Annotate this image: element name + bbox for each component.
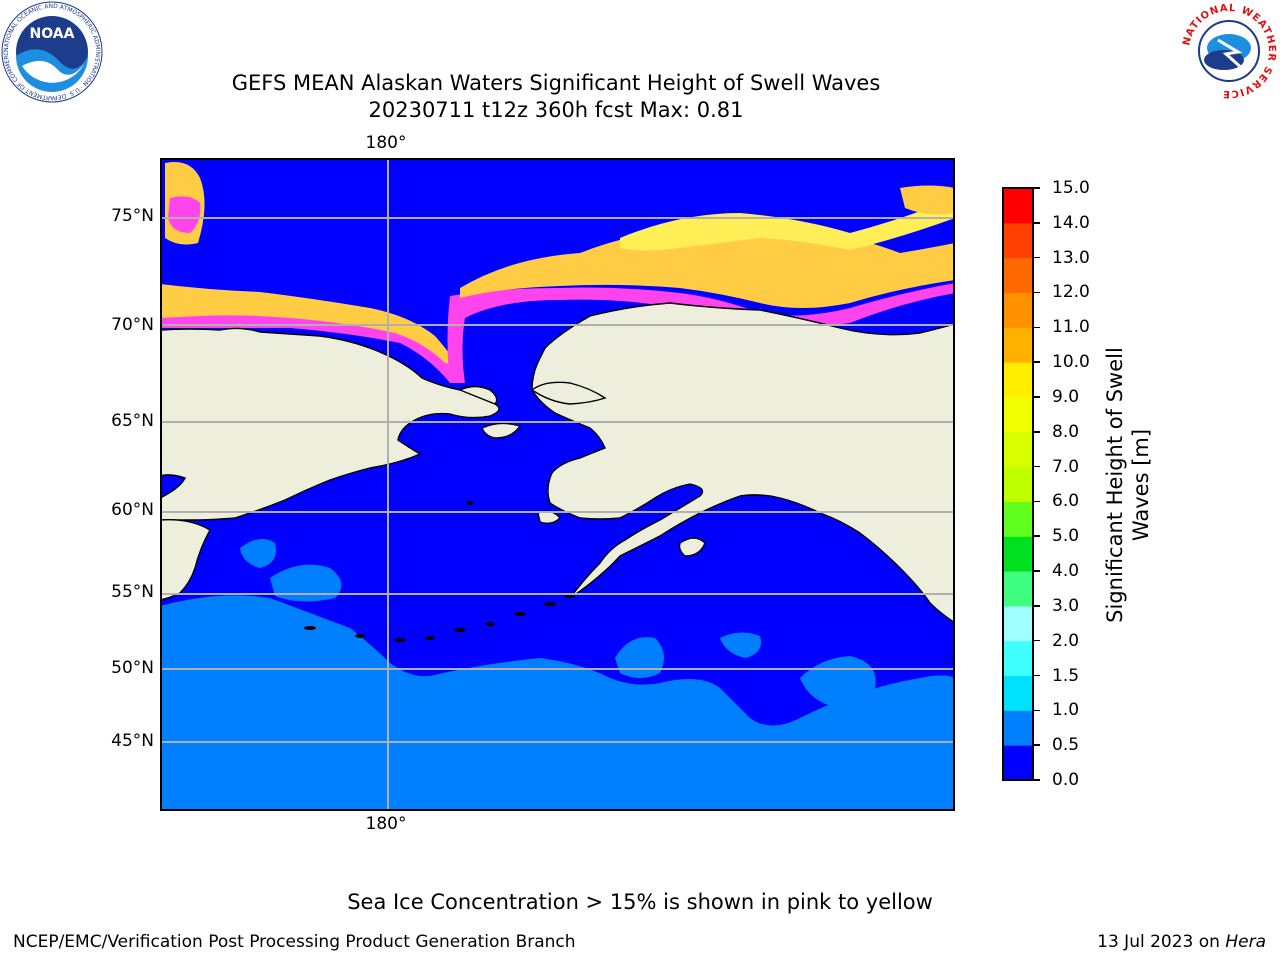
colorbar-tick-label: 13.0 (1052, 248, 1090, 268)
noaa-logo-text: NOAA (30, 26, 75, 42)
footer-credit: NCEP/EMC/Verification Post Processing Pr… (13, 932, 576, 952)
lat-label-75: 75°N (60, 206, 154, 226)
colorbar (1000, 186, 1040, 782)
colorbar-tick-label: 9.0 (1052, 387, 1079, 407)
footer-host: Hera (1225, 932, 1266, 952)
lat-label-50: 50°N (60, 658, 154, 678)
colorbar-bin-1.5-2 (1003, 641, 1033, 676)
colorbar-tick-mark (1033, 431, 1040, 433)
colorbar-bin-3-4 (1003, 571, 1033, 606)
colorbar-bin-7-8 (1003, 432, 1033, 467)
colorbar-tick-mark (1033, 640, 1040, 642)
sea-ice-note: Sea Ice Concentration > 15% is shown in … (0, 890, 1280, 914)
colorbar-tick-mark (1033, 501, 1040, 503)
colorbar-bin-4-5 (1003, 536, 1033, 571)
colorbar-tick-mark (1033, 744, 1040, 746)
lat-label-65: 65°N (60, 411, 154, 431)
colorbar-tick-label: 1.0 (1052, 700, 1079, 720)
lon-label-top: 180° (356, 133, 416, 153)
colorbar-tick-mark (1033, 570, 1040, 572)
colorbar-tick-label: 0.0 (1052, 770, 1079, 790)
colorbar-bin-10-11 (1003, 327, 1033, 362)
colorbar-tick-mark (1033, 327, 1040, 329)
colorbar-label-line1: Significant Height of Swell (1102, 325, 1128, 645)
colorbar-tick-mark (1033, 257, 1040, 259)
colorbar-tick-label: 12.0 (1052, 282, 1090, 302)
nws-logo: NATIONAL WEATHER SERVICE (1178, 0, 1280, 102)
colorbar-bin-6-7 (1003, 467, 1033, 502)
colorbar-tick-label: 4.0 (1052, 561, 1079, 581)
lat-label-70: 70°N (60, 315, 154, 335)
colorbar-tick-label: 8.0 (1052, 422, 1079, 442)
colorbar-tick-label: 10.0 (1052, 352, 1090, 372)
colorbar-tick-label: 2.0 (1052, 631, 1079, 651)
colorbar-tick-label: 1.5 (1052, 666, 1079, 686)
colorbar-bins (1003, 188, 1033, 781)
colorbar-bin-14-15 (1003, 188, 1033, 223)
colorbar-tick-mark (1033, 779, 1040, 781)
colorbar-tick-label: 11.0 (1052, 317, 1090, 337)
colorbar-tick-mark (1033, 361, 1040, 363)
colorbar-bin-2-3 (1003, 606, 1033, 641)
lat-label-60: 60°N (60, 500, 154, 520)
colorbar-tick-mark (1033, 535, 1040, 537)
colorbar-bin-0-0.5 (1003, 745, 1033, 780)
lon-label-bottom: 180° (356, 814, 416, 834)
chart-subtitle: 20230711 t12z 360h fcst Max: 0.81 (0, 97, 1112, 123)
colorbar-tick-label: 3.0 (1052, 596, 1079, 616)
colorbar-bin-11-12 (1003, 292, 1033, 327)
colorbar-bin-12-13 (1003, 258, 1033, 293)
colorbar-tick-mark (1033, 222, 1040, 224)
footer-date-text: 13 Jul 2023 on (1097, 932, 1225, 952)
colorbar-tick-label: 14.0 (1052, 213, 1090, 233)
colorbar-bin-13-14 (1003, 223, 1033, 258)
colorbar-bin-1-1.5 (1003, 676, 1033, 711)
colorbar-bin-5-6 (1003, 501, 1033, 536)
colorbar-tick-mark (1033, 605, 1040, 607)
colorbar-tick-mark (1033, 466, 1040, 468)
footer-date: 13 Jul 2023 on Hera (1097, 932, 1266, 952)
colorbar-bin-0.5-1 (1003, 710, 1033, 745)
lat-label-55: 55°N (60, 582, 154, 602)
colorbar-bin-9-10 (1003, 362, 1033, 397)
colorbar-tick-label: 5.0 (1052, 526, 1079, 546)
colorbar-tick-mark (1033, 187, 1040, 189)
chart-title: GEFS MEAN Alaskan Waters Significant Hei… (0, 70, 1112, 96)
colorbar-tick-label: 0.5 (1052, 735, 1079, 755)
colorbar-tick-mark (1033, 710, 1040, 712)
colorbar-label: Significant Height of Swell Waves [m] (1102, 325, 1154, 645)
colorbar-tick-label: 15.0 (1052, 178, 1090, 198)
colorbar-tick-label: 7.0 (1052, 457, 1079, 477)
colorbar-tick-mark (1033, 292, 1040, 294)
map-panel (160, 158, 955, 811)
colorbar-tick-label: 6.0 (1052, 491, 1079, 511)
lat-label-45: 45°N (60, 731, 154, 751)
colorbar-bin-8-9 (1003, 397, 1033, 432)
colorbar-tick-mark (1033, 675, 1040, 677)
colorbar-label-line2: Waves [m] (1128, 325, 1154, 645)
colorbar-tick-mark (1033, 396, 1040, 398)
